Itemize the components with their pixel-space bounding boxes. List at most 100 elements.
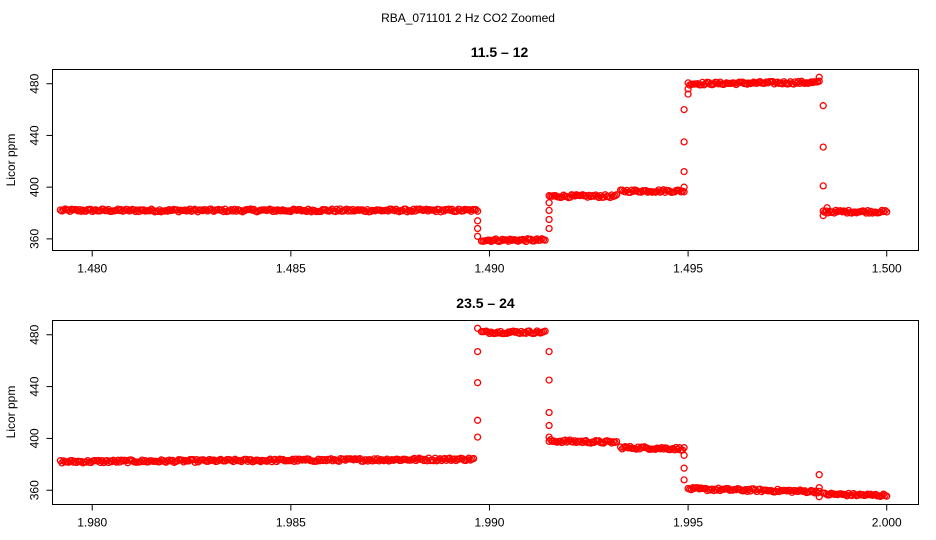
panel-bottom-data-point bbox=[465, 454, 473, 462]
panel-top-data-point bbox=[794, 77, 803, 86]
panel-bottom-data-point bbox=[503, 329, 511, 337]
panel-bottom-series bbox=[56, 324, 891, 501]
panel-bottom-y-axis-label: Licor ppm bbox=[4, 386, 18, 439]
panel-top-y-tick-label: 440 bbox=[28, 125, 42, 145]
panel-bottom-transition-point bbox=[545, 408, 553, 417]
panel-bottom-data-point bbox=[242, 455, 250, 464]
panel-top-x-tick-label: 1.490 bbox=[474, 262, 504, 276]
panel-top-y-tick-label: 480 bbox=[28, 73, 42, 93]
panel-top-data-point bbox=[403, 208, 411, 216]
panel-bottom-transition-point bbox=[545, 421, 553, 430]
panel-top-transition-point bbox=[815, 73, 823, 81]
panel-top-data-point bbox=[175, 208, 183, 216]
panel-bottom-x-axis: 1.980 1.985 1.990 1.995 2.000 bbox=[77, 504, 902, 530]
panel-bottom-data-point bbox=[364, 457, 372, 465]
panel-bottom-data-point bbox=[434, 456, 443, 464]
panel-top-plot-frame bbox=[52, 69, 919, 251]
panel-top-transition-point bbox=[545, 199, 553, 207]
panel-top-data-point bbox=[595, 193, 603, 202]
panel-bottom-data-point bbox=[608, 439, 616, 447]
panel-bottom-transition-point bbox=[473, 324, 482, 332]
panel-top-data-point bbox=[612, 191, 621, 199]
panel-bottom-x-tick-label: 1.990 bbox=[474, 516, 504, 530]
panel-top-transition-point bbox=[473, 232, 482, 240]
panel-top-data-point bbox=[621, 188, 629, 196]
panel-top-data-point bbox=[77, 207, 85, 215]
panel-top-x-axis: 1.480 1.485 1.490 1.495 1.500 bbox=[77, 250, 902, 276]
panel-top-transition-point bbox=[545, 215, 553, 224]
panel-bottom-data-point bbox=[561, 436, 569, 444]
panel-top-data-point bbox=[99, 205, 108, 214]
panel-top-transition-point bbox=[823, 204, 831, 212]
panel-bottom-title: 23.5 – 24 bbox=[456, 295, 515, 311]
panel-bottom-data-point bbox=[96, 458, 105, 467]
panel-top-y-axis-label: Licor ppm bbox=[4, 134, 18, 187]
panel-top-transition-point bbox=[473, 217, 482, 225]
panel-bottom-data-point bbox=[658, 443, 666, 452]
panel-bottom-x-tick-label: 1.995 bbox=[673, 516, 703, 530]
panel-bottom-data-point bbox=[184, 457, 193, 465]
panel-bottom: 23.5 – 24 Licor ppm 1.980 1.985 1.990 1.995… bbox=[4, 295, 919, 530]
panel-top-y-tick-label: 400 bbox=[28, 177, 42, 197]
panel-top-transition-point bbox=[819, 102, 827, 110]
panel-top-data-point bbox=[472, 206, 480, 214]
panel-bottom-x-tick-label: 1.980 bbox=[77, 516, 107, 530]
panel-top-transition-point bbox=[684, 85, 692, 93]
panel-bottom-data-point bbox=[116, 458, 124, 466]
panel-top-data-point bbox=[628, 186, 636, 194]
panel-top-transition-point bbox=[684, 90, 692, 98]
panel-top-data-point bbox=[536, 236, 544, 244]
panel-top-data-point bbox=[761, 79, 769, 87]
panel-top: 11.5 – 12 Licor ppm 1.480 1.485 1.490 1.495… bbox=[4, 44, 919, 276]
panel-top-data-point bbox=[541, 236, 549, 244]
panel-top-data-point bbox=[743, 80, 751, 88]
panel-bottom-x-tick-label: 2.000 bbox=[872, 516, 902, 530]
panel-bottom-transition-point bbox=[545, 347, 553, 356]
panel-bottom-y-tick-label: 360 bbox=[28, 480, 42, 500]
panel-bottom-transition-point bbox=[473, 416, 482, 424]
panel-top-data-point bbox=[608, 191, 616, 199]
panel-top-transition-point bbox=[680, 183, 688, 191]
panel-bottom-transition-point bbox=[545, 433, 553, 441]
panel-top-data-point bbox=[296, 205, 304, 214]
panel-top-data-point bbox=[642, 186, 650, 195]
panel-bottom-data-point bbox=[577, 437, 585, 445]
panel-top-data-point bbox=[680, 188, 688, 196]
figure-title: RBA_071101 2 Hz CO2 Zoomed bbox=[381, 11, 555, 25]
panel-bottom-transition-point bbox=[473, 347, 482, 356]
panel-top-data-point bbox=[841, 207, 850, 216]
panel-bottom-data-point bbox=[441, 454, 449, 463]
panel-top-data-point bbox=[675, 186, 684, 195]
panel-bottom-data-point bbox=[612, 437, 621, 446]
panel-bottom-plot-frame bbox=[52, 320, 919, 505]
panel-top-title: 11.5 – 12 bbox=[471, 44, 529, 60]
panel-bottom-y-tick-label: 440 bbox=[28, 376, 42, 396]
panel-top-transition-point bbox=[680, 138, 688, 146]
panel-bottom-data-point bbox=[180, 458, 188, 466]
panel-top-data-point bbox=[653, 187, 661, 196]
panel-top-data-point bbox=[163, 207, 172, 215]
panel-top-data-point bbox=[785, 80, 793, 88]
panel-bottom-data-point bbox=[108, 458, 116, 466]
panel-bottom-data-point bbox=[651, 445, 660, 453]
panel-bottom-data-point bbox=[878, 492, 886, 500]
panel-bottom-transition-point bbox=[815, 484, 823, 492]
panel-top-data-point bbox=[504, 237, 513, 245]
panel-top-data-point bbox=[883, 208, 891, 216]
panel-bottom-x-tick-label: 1.985 bbox=[276, 516, 306, 530]
panel-top-data-point bbox=[815, 77, 823, 85]
panel-top-data-point bbox=[713, 78, 721, 87]
panel-bottom-transition-point bbox=[815, 493, 823, 501]
panel-top-transition-point bbox=[819, 143, 827, 151]
panel-bottom-transition-point bbox=[473, 379, 482, 387]
panel-top-data-point bbox=[366, 207, 375, 216]
panel-bottom-transition-point bbox=[680, 451, 688, 459]
panel-top-data-point bbox=[878, 206, 886, 215]
panel-top-data-point bbox=[867, 207, 875, 216]
panel-top-data-point bbox=[473, 207, 482, 215]
panel-bottom-transition-point bbox=[545, 376, 553, 384]
panel-top-transition-point bbox=[819, 211, 827, 220]
panel-top-x-tick-label: 1.485 bbox=[276, 262, 306, 276]
panel-top-transition-point bbox=[819, 182, 827, 190]
panel-bottom-data-point bbox=[541, 327, 549, 335]
